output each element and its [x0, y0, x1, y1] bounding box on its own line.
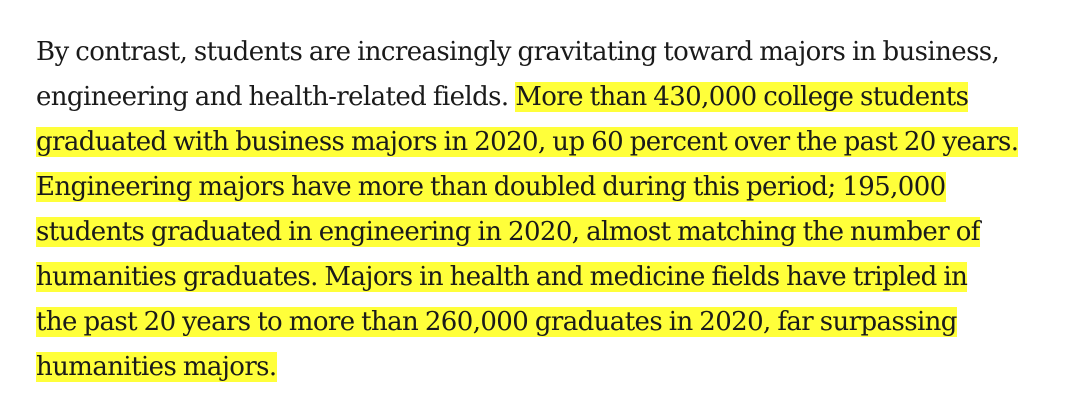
- highlighted-text[interactable]: Engineering majors have more than double…: [36, 172, 946, 202]
- highlighted-text[interactable]: graduated with business majors in 2020, …: [36, 127, 1019, 157]
- article-paragraph: By contrast, students are increasingly g…: [36, 30, 1046, 390]
- highlighted-text[interactable]: More than 430,000 college students: [515, 82, 969, 112]
- highlighted-text[interactable]: humanities majors.: [36, 352, 277, 382]
- paragraph-line-3: graduated with business majors in 2020, …: [36, 120, 1046, 165]
- plain-text: engineering and health-related fields.: [36, 82, 516, 112]
- paragraph-line-7: the past 20 years to more than 260,000 g…: [36, 300, 1046, 345]
- paragraph-line-8: humanities majors.: [36, 345, 1046, 390]
- paragraph-line-2: engineering and health-related fields. M…: [36, 75, 1046, 120]
- highlighted-text[interactable]: the past 20 years to more than 260,000 g…: [36, 307, 957, 337]
- paragraph-line-4: Engineering majors have more than double…: [36, 165, 1046, 210]
- highlighted-text[interactable]: students graduated in engineering in 202…: [36, 217, 980, 247]
- plain-text: By contrast, students are increasingly g…: [36, 37, 1000, 67]
- paragraph-line-1: By contrast, students are increasingly g…: [36, 30, 1046, 75]
- paragraph-line-5: students graduated in engineering in 202…: [36, 210, 1046, 255]
- paragraph-line-6: humanities graduates. Majors in health a…: [36, 255, 1046, 300]
- highlighted-text[interactable]: humanities graduates. Majors in health a…: [36, 262, 968, 292]
- article-body: By contrast, students are increasingly g…: [36, 30, 1046, 390]
